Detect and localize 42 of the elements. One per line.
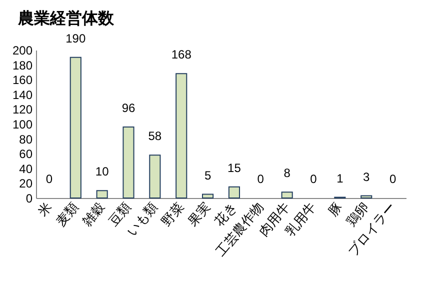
- y-tick-label: 160: [12, 73, 33, 88]
- data-label: 3: [363, 170, 370, 184]
- bar: [96, 190, 108, 198]
- x-tick-label: 豆類: [106, 199, 134, 229]
- y-tick-label: 200: [12, 44, 33, 58]
- x-tick-label: 豚: [325, 199, 346, 219]
- y-tick-label: 120: [12, 102, 33, 117]
- data-label: 168: [171, 48, 192, 62]
- x-tick-label: 米: [34, 199, 55, 219]
- data-label: 10: [95, 164, 110, 179]
- bar: [202, 194, 214, 198]
- data-label: 58: [148, 129, 162, 144]
- y-tick-label: 180: [12, 58, 33, 72]
- data-label: 190: [66, 31, 86, 46]
- data-label: 0: [46, 172, 53, 186]
- data-label: 0: [389, 172, 396, 186]
- y-tick-label: 40: [19, 162, 33, 176]
- chart-title: 農業経営体数: [16, 9, 115, 28]
- y-tick-label: 140: [12, 88, 33, 102]
- x-tick-label: 麦類: [52, 199, 82, 229]
- y-tick-label: 100: [12, 118, 33, 132]
- bar: [70, 56, 82, 198]
- data-label: 8: [284, 166, 291, 180]
- data-label: 0: [310, 172, 318, 186]
- data-label: 5: [204, 168, 212, 182]
- x-tick-label: 野菜: [158, 199, 187, 229]
- y-tick-label: 60: [19, 147, 33, 162]
- bar: [149, 154, 161, 198]
- y-tick-label: 20: [19, 176, 33, 191]
- x-tick-label: 雑穀: [79, 199, 108, 229]
- bar: [122, 126, 134, 198]
- bar: [176, 73, 188, 198]
- data-label: 15: [228, 160, 242, 175]
- y-tick-label: 0: [26, 192, 33, 206]
- data-label: 1: [336, 171, 344, 186]
- bar: [228, 186, 240, 198]
- data-label: 0: [257, 172, 264, 186]
- x-tick-label: 果実: [184, 199, 214, 229]
- y-tick-label: 80: [19, 132, 33, 146]
- bar: [281, 192, 293, 198]
- data-label: 96: [122, 100, 136, 115]
- bar: [360, 195, 372, 198]
